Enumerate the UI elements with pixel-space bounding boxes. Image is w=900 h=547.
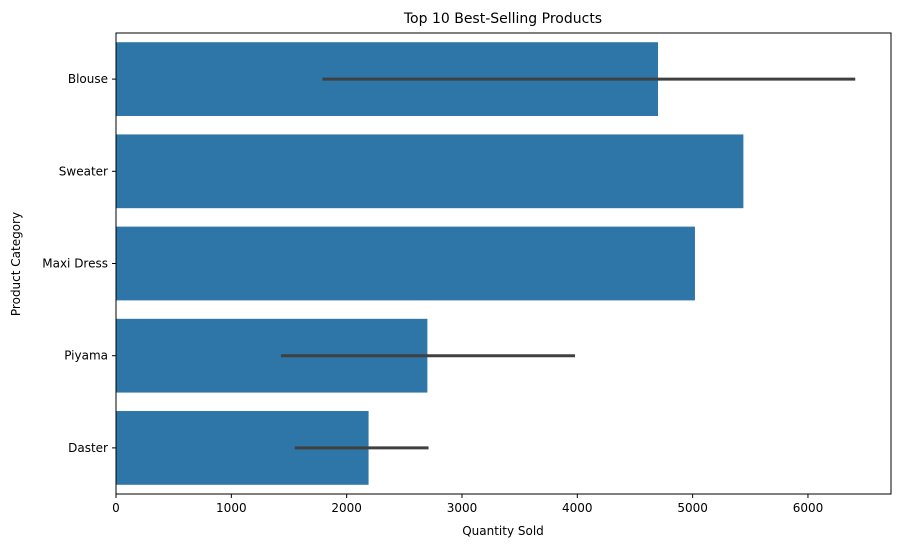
y-tick-label: Piyama: [64, 349, 108, 363]
x-tick-label: 3000: [447, 501, 478, 515]
bar-maxi-dress: [116, 226, 695, 301]
y-tick-label: Sweater: [59, 164, 108, 178]
x-tick-label: 0: [112, 501, 120, 515]
y-tick-label: Maxi Dress: [42, 257, 108, 271]
y-tick-label: Daster: [68, 441, 108, 455]
y-axis: Blouse Sweater Maxi Dress Piyama Daster: [42, 72, 116, 455]
y-tick-label: Blouse: [68, 72, 108, 86]
x-axis: 0 1000 2000 3000 4000 5000 6000: [112, 494, 823, 515]
y-axis-label: Product Category: [9, 212, 23, 316]
x-tick-label: 1000: [216, 501, 247, 515]
error-bars-layer: [280, 77, 856, 450]
x-tick-label: 6000: [793, 501, 824, 515]
chart-title: Top 10 Best-Selling Products: [403, 11, 602, 27]
bar-sweater: [116, 134, 744, 209]
x-tick-label: 5000: [677, 501, 708, 515]
bars-layer: [116, 42, 744, 485]
x-tick-label: 4000: [562, 501, 593, 515]
x-axis-label: Quantity Sold: [462, 524, 544, 538]
x-tick-label: 2000: [331, 501, 362, 515]
